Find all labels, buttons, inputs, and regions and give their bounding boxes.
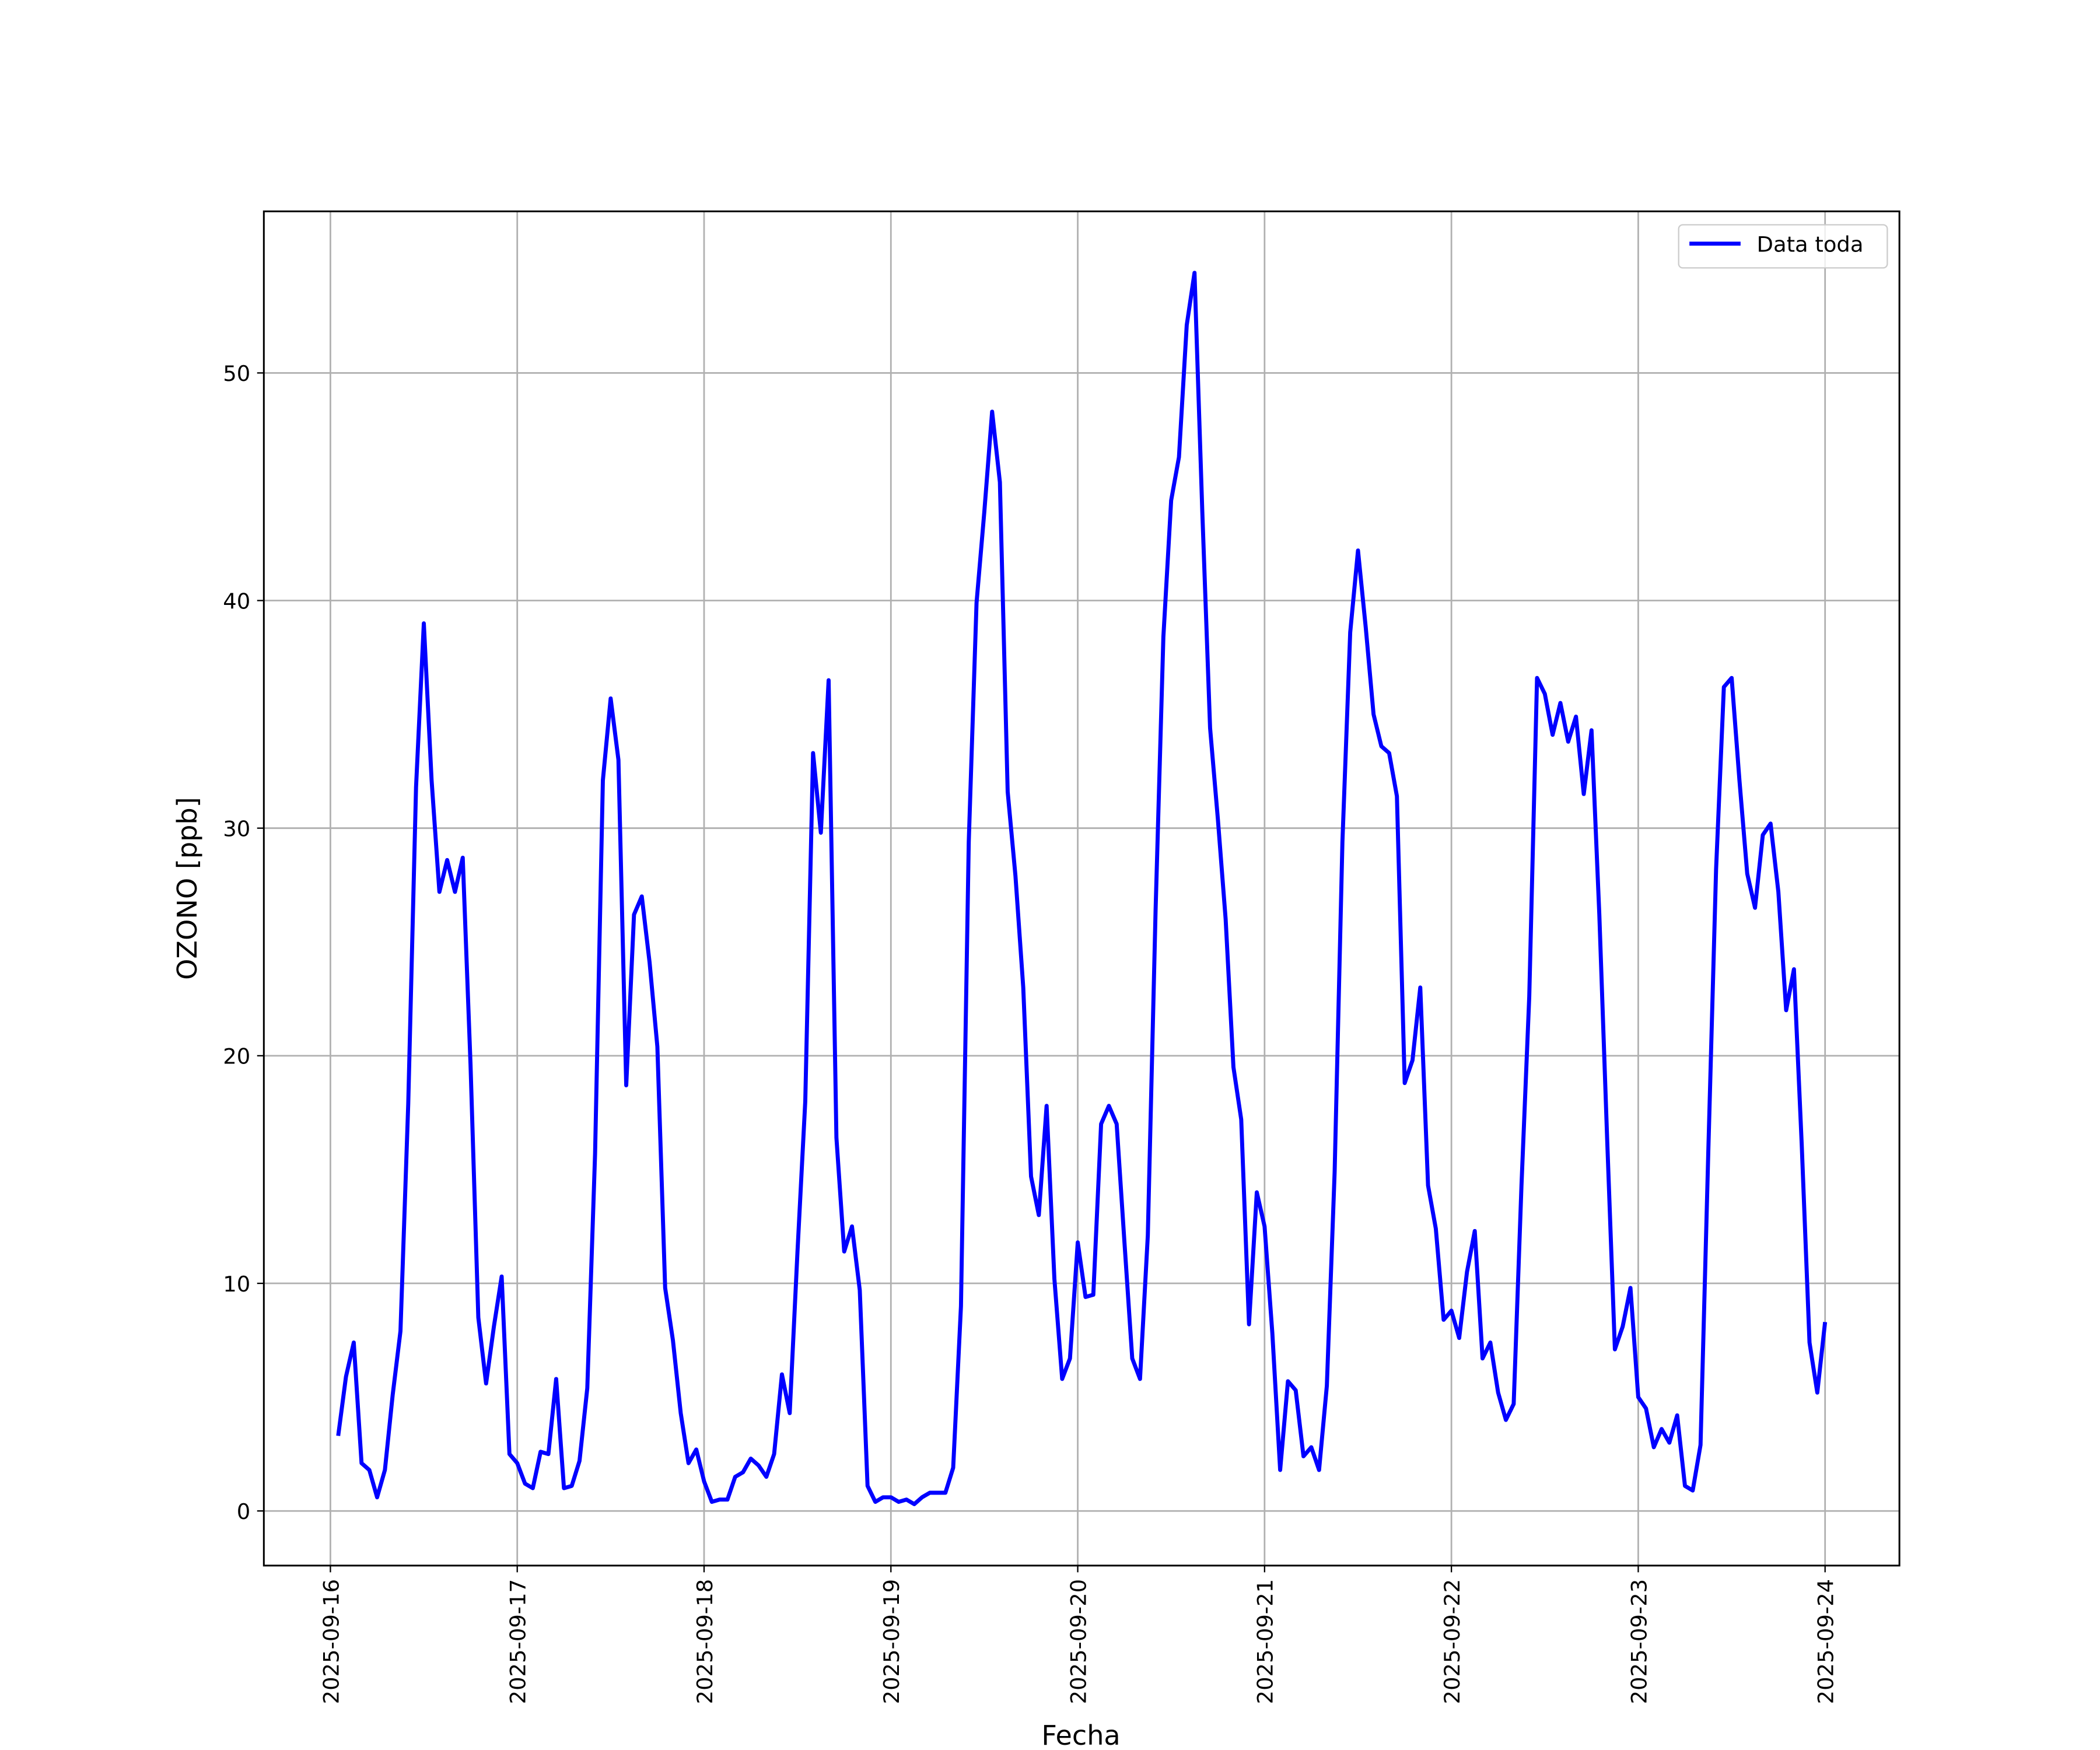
- x-tick-label: 2025-09-23: [1626, 1579, 1651, 1704]
- x-tick-label: 2025-09-20: [1066, 1579, 1091, 1704]
- x-tick-label: 2025-09-17: [506, 1579, 531, 1704]
- x-tick-label: 2025-09-24: [1814, 1579, 1839, 1704]
- y-axis-label: OZONO [ppb]: [172, 797, 203, 980]
- data-line: [336, 271, 1828, 1506]
- plot-frame: [262, 210, 1901, 1567]
- y-tick-label: 10: [223, 1272, 250, 1297]
- x-axis-label: Fecha: [1041, 1720, 1120, 1750]
- x-tick-label: 2025-09-22: [1440, 1579, 1465, 1704]
- y-tick-label: 30: [223, 817, 250, 842]
- x-tick-label: 2025-09-16: [318, 1579, 344, 1704]
- y-tick-label: 40: [223, 589, 250, 614]
- legend-frame: [1678, 224, 1888, 269]
- y-tick-label: 50: [223, 361, 250, 386]
- x-tick-label: 2025-09-21: [1253, 1579, 1278, 1704]
- x-tick-label: 2025-09-18: [692, 1579, 718, 1704]
- x-tick-label: 2025-09-19: [879, 1579, 904, 1704]
- y-tick-label: 20: [223, 1044, 250, 1069]
- y-tick-label: 0: [237, 1499, 250, 1524]
- legend-label: Data toda: [1757, 232, 1864, 257]
- legend: Data toda: [1678, 224, 1888, 269]
